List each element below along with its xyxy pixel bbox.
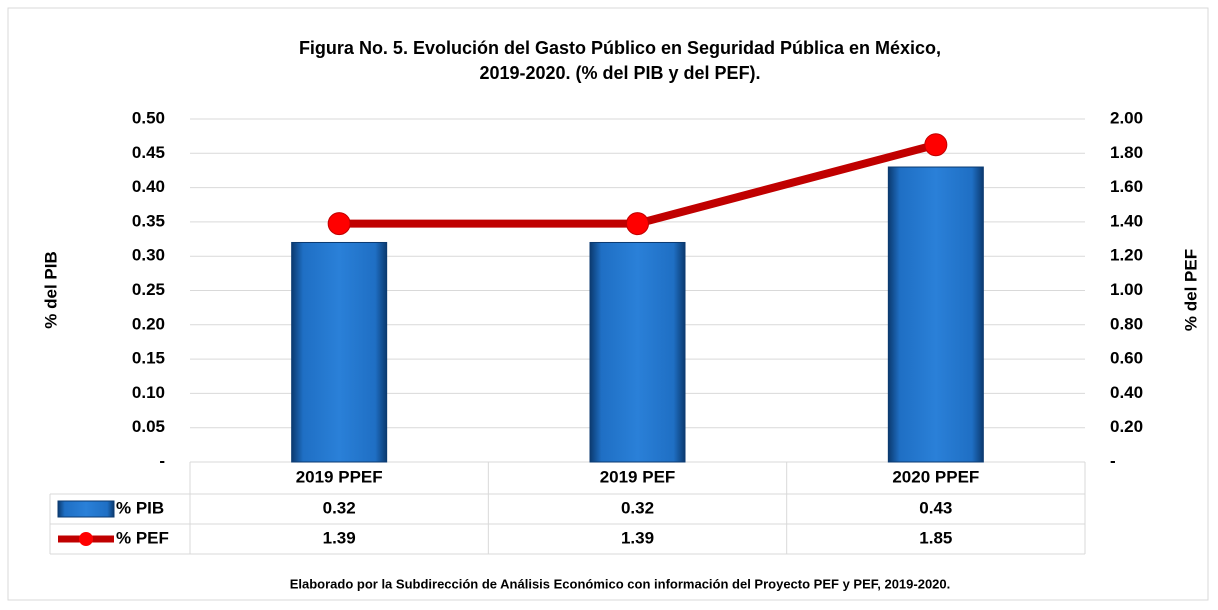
- y2-tick-label: 1.20: [1110, 246, 1143, 265]
- chart-title: 2019-2020. (% del PIB y del PEF).: [479, 63, 760, 83]
- line-marker: [924, 133, 948, 157]
- y2-tick-label: 1.60: [1110, 177, 1143, 196]
- y-tick-label: 0.40: [132, 177, 165, 196]
- y2-tick-label: 1.00: [1110, 280, 1143, 299]
- chart-title: Figura No. 5. Evolución del Gasto Públic…: [299, 38, 941, 58]
- y-tick-label: 0.35: [132, 211, 165, 230]
- y-tick-label: -: [159, 451, 165, 470]
- y-tick-label: 0.25: [132, 280, 165, 299]
- y-tick-label: 0.45: [132, 143, 165, 162]
- y2-tick-label: 1.80: [1110, 143, 1143, 162]
- y-tick-label: 0.20: [132, 314, 165, 333]
- y2-tick-label: 1.40: [1110, 211, 1143, 230]
- table-value: 1.39: [621, 528, 654, 547]
- y2-tick-label: 0.20: [1110, 417, 1143, 436]
- x-tick-label: 2019 PPEF: [296, 467, 383, 486]
- footnote: Elaborado por la Subdirección de Análisi…: [290, 576, 951, 591]
- y2-tick-label: 0.40: [1110, 383, 1143, 402]
- bar: [887, 166, 984, 463]
- table-value: 1.85: [919, 528, 952, 547]
- legend-marker-icon: [79, 532, 93, 546]
- table-value: 0.43: [919, 498, 952, 517]
- y-tick-label: 0.15: [132, 349, 165, 368]
- x-tick-label: 2019 PEF: [600, 467, 676, 486]
- table-value: 0.32: [621, 498, 654, 517]
- y2-tick-label: 2.00: [1110, 108, 1143, 127]
- y2-tick-label: -: [1110, 451, 1116, 470]
- y2-axis-title: % del PEF: [1181, 249, 1200, 331]
- y2-tick-label: 0.60: [1110, 349, 1143, 368]
- line-marker: [327, 212, 351, 236]
- table-value: 1.39: [323, 528, 356, 547]
- legend-label: % PEF: [116, 528, 169, 547]
- y-tick-label: 0.10: [132, 383, 165, 402]
- line-marker: [626, 212, 649, 236]
- legend-bar-icon: [57, 500, 115, 518]
- y2-tick-label: 0.80: [1110, 314, 1143, 333]
- bar: [291, 241, 388, 463]
- table-value: 0.32: [323, 498, 356, 517]
- y-axis-title: % del PIB: [41, 251, 60, 328]
- y-tick-label: 0.30: [132, 246, 165, 265]
- x-tick-label: 2020 PPEF: [892, 467, 979, 486]
- bar: [589, 241, 686, 463]
- y-tick-label: 0.50: [132, 108, 165, 127]
- y-tick-label: 0.05: [132, 417, 165, 436]
- legend-label: % PIB: [116, 498, 164, 517]
